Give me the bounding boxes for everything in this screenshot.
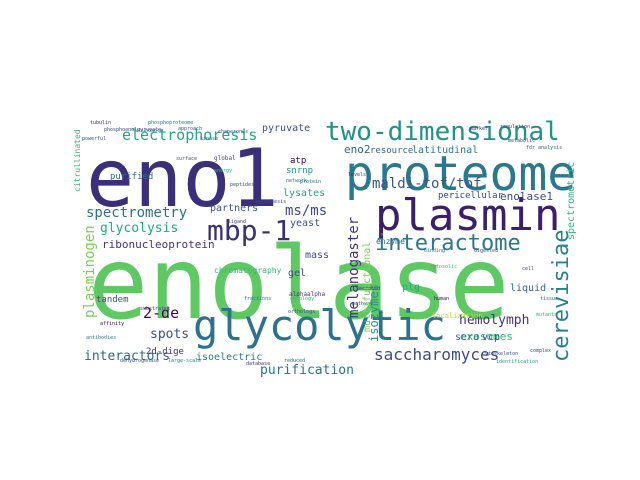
word: protein: [300, 179, 321, 185]
word: spectrometric: [566, 162, 577, 240]
word: plg: [402, 282, 420, 293]
word: affinity: [100, 321, 124, 327]
word: melanogaster: [346, 217, 362, 318]
word: large-scale: [168, 358, 201, 364]
word: cell: [522, 266, 534, 272]
word: cerevisiae: [549, 230, 574, 362]
word: network: [286, 178, 307, 184]
word: digested: [474, 248, 498, 254]
word: 2-de: [143, 304, 179, 322]
word: latitudinal: [412, 145, 478, 156]
word: identification: [496, 359, 538, 365]
word: resource: [370, 146, 413, 156]
word: binding: [424, 248, 445, 254]
word: mass: [305, 250, 329, 261]
word: kinase: [200, 136, 218, 142]
word: eno2: [344, 143, 371, 156]
word: orthologs: [288, 309, 315, 315]
word: spots: [150, 327, 189, 342]
word: isoelectric: [196, 352, 262, 363]
word: reduced: [284, 358, 305, 364]
word-cloud-vertical-words: cerevisiae plasminogen melanogaster isoz…: [73, 129, 577, 362]
word: phosphoenolpyruvate: [104, 127, 161, 133]
word: ligand: [228, 219, 246, 225]
word: chaperones: [218, 129, 248, 135]
word: yeast: [290, 218, 320, 229]
word: eno1: [86, 132, 279, 225]
word: mutants: [536, 312, 557, 318]
word: secreted: [356, 286, 380, 292]
word: fdr analysis: [526, 145, 562, 151]
word: powerful: [82, 136, 106, 142]
word: levels: [348, 172, 366, 178]
word: lysates: [283, 188, 325, 199]
word: plasminogen: [82, 225, 98, 318]
word: 2d-dige: [146, 347, 184, 357]
word: enzyme: [376, 237, 405, 246]
word: sera: [455, 332, 479, 343]
word: chromatography: [214, 266, 282, 275]
word: antibodies: [86, 335, 116, 341]
word: purified: [110, 172, 153, 182]
word: isozymes: [367, 284, 381, 342]
word: hypothesis: [256, 199, 286, 205]
word: energy: [214, 168, 232, 174]
word: interactors: [84, 349, 170, 364]
word: tubulin: [90, 120, 111, 126]
word: enolase: [88, 225, 509, 342]
word: saccharomyces: [374, 345, 499, 364]
word: spectrometry: [86, 205, 187, 221]
word: vcp: [482, 332, 500, 343]
word: fractions: [244, 296, 271, 302]
word: surface: [176, 156, 197, 162]
word: approach: [178, 126, 202, 132]
word: proteome: [345, 146, 576, 202]
word: electrophoresis: [122, 126, 257, 144]
word: citrullinated: [73, 129, 82, 192]
word: plasmin: [375, 190, 560, 241]
word: exosomes: [460, 330, 513, 343]
word: glycolytic: [193, 301, 446, 350]
word: marker: [470, 126, 488, 132]
word: tandem: [96, 295, 129, 305]
word: ribonucleoprotein: [102, 238, 215, 251]
word: multifunctional: [362, 242, 373, 332]
word: cytoskeleton: [482, 351, 518, 357]
word: peptides: [230, 182, 254, 188]
word: ontology: [290, 296, 314, 302]
word: dehydrogenase: [120, 358, 159, 364]
word: enolase1: [500, 190, 553, 203]
word: maldi-tof/tof: [372, 176, 482, 192]
word: purification: [260, 363, 354, 378]
word: localization: [432, 312, 483, 320]
word: atp: [290, 156, 306, 166]
word: hemolymph: [459, 313, 529, 328]
word: pathway: [352, 301, 373, 307]
word: liquid: [510, 283, 546, 294]
word: ms/ms: [285, 203, 327, 219]
word: global: [214, 155, 236, 162]
word: substrates: [140, 306, 170, 312]
word: snrnp: [286, 166, 313, 176]
word: complex: [530, 348, 551, 354]
word: mbp-1: [207, 214, 291, 247]
word: gel: [288, 268, 306, 279]
word: partners: [210, 203, 258, 214]
word: interactome: [375, 231, 521, 256]
word: tissue: [540, 296, 558, 302]
word: two-dimensional: [325, 117, 560, 147]
word: human: [434, 296, 449, 302]
word: glycolysis: [100, 221, 178, 236]
word: database: [246, 361, 270, 367]
word: regulation: [500, 124, 530, 130]
word: metabolic: [508, 138, 535, 144]
word-cloud-words: enolase eno1 proteome plasmin glycolytic…: [82, 117, 576, 378]
word: alphaalpha: [289, 291, 326, 298]
word: pericellular: [438, 191, 504, 201]
word: phosphoproteome: [148, 120, 193, 126]
word: pyruvate: [262, 123, 310, 134]
word: abundance: [136, 128, 163, 134]
word: cytosolic: [430, 264, 457, 270]
